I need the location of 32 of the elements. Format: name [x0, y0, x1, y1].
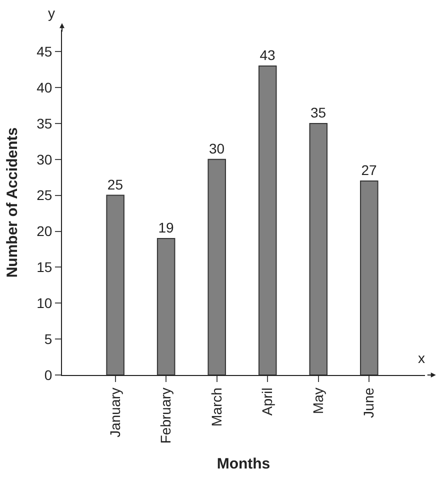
bar: [309, 122, 328, 375]
y-tick-label: 30: [36, 151, 52, 168]
bar: [360, 180, 378, 375]
data-label: 43: [260, 46, 276, 63]
y-tick-label: 0: [44, 366, 52, 383]
annotation: x: [418, 350, 425, 366]
y-tick-label: 25: [36, 187, 52, 204]
y-tick-label: 35: [36, 115, 52, 132]
bar: [208, 158, 226, 375]
y-tick-label: 20: [36, 223, 52, 240]
y-tick-label: 45: [36, 43, 52, 60]
data-label: 30: [208, 140, 225, 156]
x-axis-title: Months: [216, 456, 270, 473]
data-label: 35: [310, 104, 326, 120]
data-label: 25: [107, 176, 124, 192]
y-tick-label: 10: [36, 295, 52, 312]
x-tick-label: April: [259, 388, 276, 416]
y-tick-label: 40: [36, 79, 52, 96]
data-label: 27: [361, 162, 378, 178]
y-tick-label: 5: [44, 330, 52, 347]
y-axis-title: Number of Accidents: [4, 127, 21, 278]
data-label: 19: [158, 219, 174, 236]
bar: [106, 194, 124, 375]
bar: [258, 65, 277, 375]
x-tick-label: February: [158, 388, 174, 444]
text: y: [48, 5, 55, 21]
bar: [156, 238, 176, 375]
y-tick-label: 15: [36, 259, 52, 276]
x-tick-label: May: [310, 388, 326, 414]
x-tick-label: January: [106, 388, 123, 438]
x-tick-label: March: [208, 388, 224, 427]
x-tick-label: June: [360, 387, 377, 418]
